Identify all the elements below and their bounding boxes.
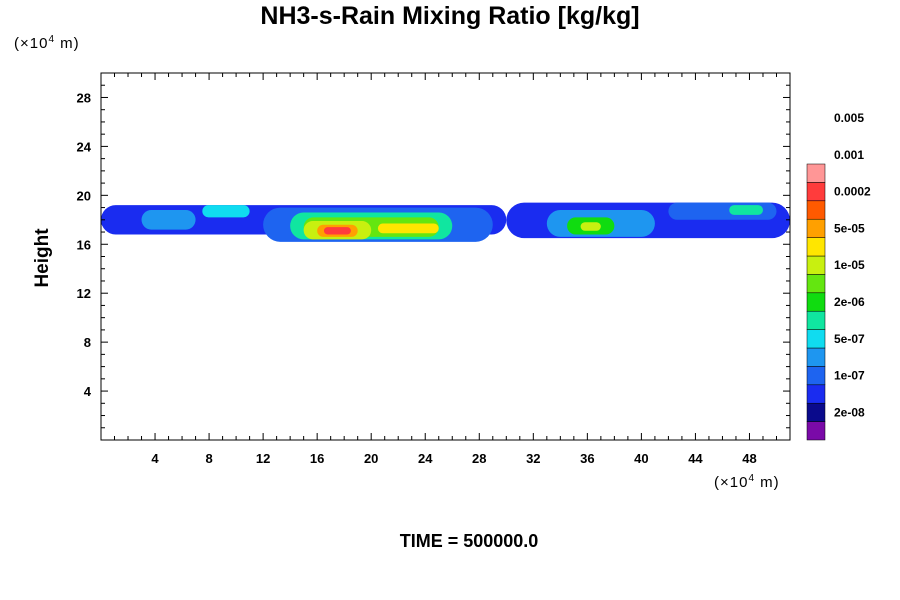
colorbar-label: 0.005 bbox=[834, 111, 864, 125]
colorbar-swatch-10 bbox=[806, 237, 826, 257]
colorbar-swatch-0 bbox=[806, 421, 826, 441]
colorbar-swatch-6 bbox=[806, 310, 826, 330]
heatmap-field bbox=[101, 202, 790, 242]
x-tick-label: 40 bbox=[634, 451, 648, 466]
y-tick-label: 4 bbox=[84, 384, 92, 399]
contour-region-3 bbox=[202, 205, 250, 218]
colorbar-label: 2e-08 bbox=[834, 405, 865, 419]
x-axis: 4 8 12 16 20 24 28 32 36 40 44 48 bbox=[114, 73, 777, 466]
y-tick-label: 8 bbox=[84, 335, 91, 350]
y-axis-unit: (×104 m) bbox=[14, 34, 80, 52]
y-tick-label: 12 bbox=[77, 286, 91, 301]
colorbar-label: 1e-05 bbox=[834, 258, 865, 272]
time-label: TIME = 500000.0 bbox=[399, 531, 539, 551]
x-tick-label: 44 bbox=[688, 451, 703, 466]
y-tick-label: 28 bbox=[77, 90, 91, 105]
x-tick-label: 24 bbox=[418, 451, 433, 466]
x-tick-label: 20 bbox=[364, 451, 378, 466]
y-tick-label: 16 bbox=[77, 237, 91, 252]
colorbar-swatch-8 bbox=[806, 274, 826, 294]
contour-region-10 bbox=[377, 223, 439, 234]
colorbar-swatch-4 bbox=[806, 347, 826, 367]
x-tick-label: 48 bbox=[742, 451, 756, 466]
colorbar-swatch-7 bbox=[806, 292, 826, 312]
y-tick-label: 20 bbox=[77, 188, 91, 203]
x-tick-label: 4 bbox=[151, 451, 159, 466]
colorbar-label: 5e-07 bbox=[834, 332, 865, 346]
x-tick-label: 16 bbox=[310, 451, 324, 466]
colorbar-swatch-13 bbox=[806, 182, 826, 202]
x-tick-label: 12 bbox=[256, 451, 270, 466]
contour-region-9 bbox=[323, 227, 351, 235]
colorbar-label: 0.0002 bbox=[834, 185, 871, 199]
colorbar-label: 5e-05 bbox=[834, 221, 865, 235]
y-tick-label: 24 bbox=[77, 139, 92, 154]
colorbar-swatch-2 bbox=[806, 384, 826, 404]
colorbar-swatch-1 bbox=[806, 402, 826, 422]
x-tick-label: 36 bbox=[580, 451, 594, 466]
x-tick-label: 32 bbox=[526, 451, 540, 466]
colorbar: 2e-08 1e-07 5e-07 2e-06 1e-05 5e-05 0.0002 0.00… bbox=[806, 111, 871, 441]
y-axis: 4 8 12 16 20 24 28 bbox=[77, 84, 790, 429]
contour-region-14 bbox=[580, 222, 601, 231]
colorbar-label: 2e-06 bbox=[834, 295, 865, 309]
plot-frame bbox=[100, 72, 791, 441]
colorbar-label: 1e-07 bbox=[834, 369, 865, 383]
contour-region-2 bbox=[141, 210, 196, 230]
x-axis-unit: (×104 m) bbox=[714, 473, 780, 491]
x-tick-label: 28 bbox=[472, 451, 486, 466]
colorbar-swatch-5 bbox=[806, 329, 826, 349]
colorbar-label: 0.001 bbox=[834, 148, 864, 162]
colorbar-swatch-9 bbox=[806, 255, 826, 275]
contour-region-16 bbox=[729, 205, 763, 215]
colorbar-swatch-14 bbox=[806, 163, 826, 183]
colorbar-swatch-12 bbox=[806, 200, 826, 220]
colorbar-swatch-11 bbox=[806, 218, 826, 238]
colorbar-swatch-3 bbox=[806, 366, 826, 386]
x-tick-label: 8 bbox=[205, 451, 212, 466]
chart-title: NH3-s-Rain Mixing Ratio [kg/kg] bbox=[260, 2, 640, 30]
